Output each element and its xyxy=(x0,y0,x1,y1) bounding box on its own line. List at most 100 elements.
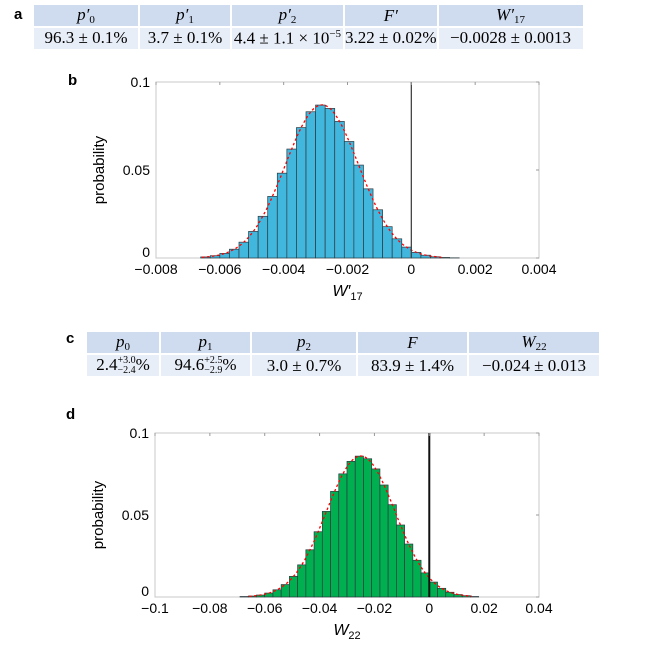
parameter-table-c: p0 p1 p2 F W22 2.4 +3.0 −2.4% 94.6 +2.5 −2.9% 3.0 ±… xyxy=(85,330,601,378)
y-axis-label: probability xyxy=(90,480,107,549)
histogram-bar xyxy=(412,559,422,598)
histogram-bar xyxy=(229,248,240,259)
value-cell: 96.3 ± 0.1% xyxy=(34,28,138,49)
x-axis-label: W22 xyxy=(333,622,360,642)
value-text: 96.3 ± 0.1% xyxy=(44,28,128,48)
asymmetric-error: +2.5 −2.9 xyxy=(204,356,222,376)
x-axis-label: W′17 xyxy=(332,283,362,303)
histogram-bar xyxy=(353,164,364,259)
header-subscript: 2 xyxy=(305,341,312,353)
x-tick-label: −0.008 xyxy=(134,261,177,277)
histogram-bar xyxy=(379,484,389,598)
value-text: −0.0028 ± 0.0013 xyxy=(450,28,571,48)
value-text: 3.7 ± 0.1% xyxy=(147,28,223,48)
value-cell: 3.0 ± 0.7% xyxy=(252,355,356,377)
column-header: p0 xyxy=(87,332,159,353)
histogram-bar xyxy=(297,564,307,598)
histogram-bar xyxy=(305,549,315,598)
column-header: p2 xyxy=(252,332,356,353)
header-symbol: p xyxy=(198,332,208,351)
histogram-bar xyxy=(404,543,414,598)
value-base: 94.6 xyxy=(174,355,205,374)
histogram-bar xyxy=(338,473,348,598)
histogram-bar xyxy=(428,581,438,598)
x-tick-label: −0.1 xyxy=(141,600,169,616)
histogram-bar xyxy=(248,231,259,259)
x-tick-label: −0.06 xyxy=(247,600,283,616)
y-tick-label: 0.05 xyxy=(122,507,149,523)
histogram-bar xyxy=(354,455,364,598)
histogram-bar xyxy=(382,226,393,259)
parameter-table-a: p′0 p′1 p′2 F′ W′17 96.3 ± 0.1% 3.7 ± 0.1% 4.4 … xyxy=(32,3,585,51)
histogram-bar xyxy=(209,255,221,259)
x-tick-label: −0.006 xyxy=(198,261,241,277)
x-tick-label: −0.08 xyxy=(192,600,228,616)
histogram-bar xyxy=(286,148,297,259)
column-header: p′1 xyxy=(140,5,230,26)
value-cell: 4.4 ± 1.1 × 10−5 xyxy=(232,28,343,49)
column-header: p′0 xyxy=(34,5,138,26)
header-symbol: p xyxy=(116,332,125,351)
header-subscript: 2 xyxy=(290,14,297,26)
x-tick-label: −0.04 xyxy=(302,600,338,616)
header-symbol: F xyxy=(407,332,418,352)
value-suffix: % xyxy=(135,355,150,374)
value-text: 3.0 ± 0.7% xyxy=(266,355,342,375)
histogram-bar xyxy=(313,531,323,598)
value-exponent: −5 xyxy=(329,28,342,40)
header-symbol: F′ xyxy=(383,5,398,25)
x-tick-label: −0.02 xyxy=(357,600,393,616)
column-header: F xyxy=(358,332,467,353)
y-tick-label: 0.05 xyxy=(123,162,150,178)
value-suffix: % xyxy=(222,355,237,374)
x-tick-label: −0.002 xyxy=(326,261,369,277)
value-cell: 2.4 +3.0 −2.4% xyxy=(87,355,159,377)
histogram-bar xyxy=(401,246,412,259)
x-axis-subscript: 22 xyxy=(348,630,360,642)
error-down: −2.4 xyxy=(117,365,136,377)
x-tick-label: 0 xyxy=(407,261,415,277)
header-symbol: W′ xyxy=(496,5,514,24)
y-axis-label: probability xyxy=(91,135,108,204)
header-symbol: W xyxy=(521,332,536,351)
header-symbol: p xyxy=(297,332,306,351)
column-header: W′17 xyxy=(438,5,583,26)
header-subscript: 22 xyxy=(535,341,547,353)
histogram-bar xyxy=(324,108,336,259)
x-tick-label: 0.002 xyxy=(458,261,493,277)
header-symbol: p′ xyxy=(176,5,189,24)
gaussian-fit-curve xyxy=(249,455,472,597)
histogram-bar xyxy=(267,196,278,259)
y-tick-label: 0 xyxy=(142,244,150,260)
x-tick-label: −0.004 xyxy=(262,261,305,277)
y-tick-label: 0 xyxy=(141,583,149,599)
y-tick-label: 0.1 xyxy=(130,425,150,441)
header-symbol: p′ xyxy=(77,5,90,24)
histogram-bar xyxy=(439,257,450,259)
value-text: 4.4 ± 1.1 × 10 xyxy=(233,28,330,48)
histogram-bar xyxy=(437,587,447,598)
value-text: 3.22 ± 0.02% xyxy=(345,28,437,48)
value-cell: −0.024 ± 0.013 xyxy=(469,355,599,377)
header-subscript: 0 xyxy=(124,341,131,353)
value-cell: 3.22 ± 0.02% xyxy=(345,28,437,49)
error-down: −2.9 xyxy=(204,365,223,377)
histogram-bar xyxy=(219,253,230,259)
x-axis-symbol: W′ xyxy=(332,283,351,300)
header-symbol: p′ xyxy=(278,5,291,24)
error-up: +2.5 xyxy=(204,355,223,367)
histogram-bar xyxy=(334,121,345,259)
x-axis-symbol: W xyxy=(333,622,350,639)
histogram-bar xyxy=(363,458,373,598)
asymmetric-error: +3.0 −2.4 xyxy=(117,356,135,376)
x-axis-subscript: 17 xyxy=(350,291,362,303)
value-cell: 94.6 +2.5 −2.9% xyxy=(161,355,250,377)
histogram-bar xyxy=(387,504,397,598)
histogram-bar xyxy=(296,127,307,259)
x-tick-label: 0 xyxy=(425,600,433,616)
panel-label-c: c xyxy=(66,330,75,347)
histogram-bar xyxy=(363,188,374,259)
value-text: 83.9 ± 1.4% xyxy=(371,355,454,375)
value-cell: 83.9 ± 1.4% xyxy=(358,355,467,377)
